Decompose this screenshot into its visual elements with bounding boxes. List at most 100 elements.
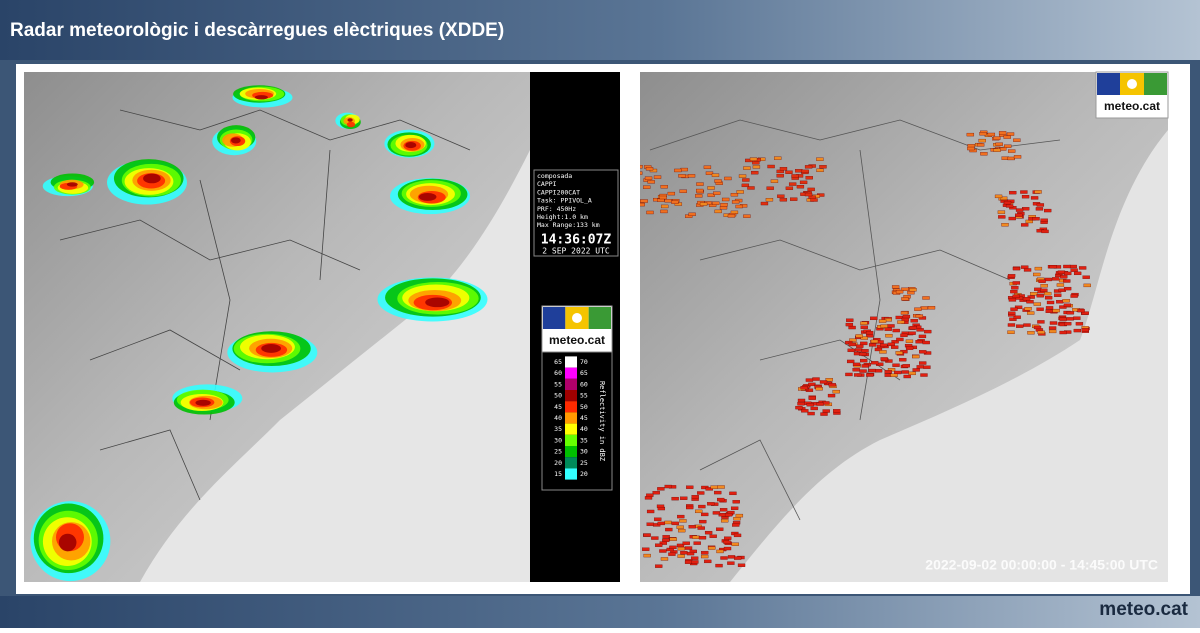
lightning-strike (1046, 300, 1055, 305)
legend-swatch (565, 401, 577, 413)
legend-low: 60 (554, 369, 562, 377)
lightning-strike (1049, 264, 1057, 269)
lightning-strike (705, 487, 713, 491)
lightning-strike (855, 334, 863, 338)
legend-swatch (565, 412, 577, 424)
lightning-strike (899, 358, 907, 362)
lightning-strike (998, 131, 1007, 135)
lightning-strike (743, 166, 751, 170)
lightning-strike (1008, 311, 1016, 315)
lightning-strike (1022, 297, 1031, 301)
lightning-strike (730, 506, 739, 510)
logo-blue (1097, 73, 1120, 95)
lightning-strike (695, 509, 703, 514)
lightning-strike (895, 351, 903, 355)
lightning-strike (655, 564, 663, 568)
lightning-strike (701, 551, 709, 555)
lightning-strike (680, 167, 688, 172)
lightning-strike (1020, 190, 1028, 194)
lightning-strike (654, 517, 662, 521)
lightning-strike (1044, 291, 1052, 296)
lightning-strike (916, 365, 924, 369)
lightning-strike (676, 525, 684, 529)
lightning-strike (680, 496, 688, 500)
lightning-strike (707, 186, 715, 190)
lightning-strike (751, 171, 759, 175)
lightning-strike (640, 171, 643, 175)
lightning-strike (1044, 296, 1053, 300)
legend-low: 65 (554, 358, 562, 366)
lightning-strike (717, 485, 725, 489)
lightning-strike (847, 348, 855, 353)
lightning-strike (1075, 322, 1084, 326)
lightning-strike (896, 337, 904, 342)
lightning-strike (1027, 331, 1035, 335)
lightning-strike (912, 354, 920, 359)
lightning-strike (731, 542, 739, 546)
lightning-strike (856, 344, 864, 348)
lightning-strike (723, 540, 731, 544)
lightning-strike (912, 368, 920, 372)
lightning-strike (716, 549, 724, 554)
lightning-strike (1063, 264, 1071, 269)
lightning-strike (733, 517, 741, 521)
lightning-strike (1048, 326, 1057, 330)
lightning-strike (703, 165, 712, 169)
lightning-strike (733, 556, 742, 560)
lightning-strike (879, 350, 887, 354)
lightning-strike (923, 365, 931, 369)
lightning-strike (699, 519, 707, 524)
lightning-strike (736, 190, 744, 194)
lightning-strike (712, 201, 720, 205)
lightning-strike (1013, 138, 1021, 142)
lightning-strike (743, 214, 751, 218)
lightning-strike (1040, 284, 1048, 288)
lightning-strike (999, 196, 1008, 200)
lightning-strike (659, 549, 667, 553)
lightning-strike (1022, 207, 1030, 211)
lightning-strike (1012, 266, 1021, 271)
lightning-strike (730, 193, 739, 197)
lightning-strike (884, 327, 892, 331)
lightning-strike (978, 138, 986, 143)
lightning-strike (797, 398, 806, 403)
lightning-strike (698, 504, 706, 509)
lightning-strike (643, 185, 651, 189)
lightning-strike (668, 552, 676, 556)
lightning-strike (664, 520, 672, 525)
lightning-strike (1044, 208, 1052, 213)
lightning-strike (1026, 311, 1035, 315)
lightning-strike (735, 204, 743, 209)
legend-high: 60 (580, 380, 588, 388)
lightning-strike (1073, 328, 1082, 333)
lightning-strike (682, 541, 690, 545)
lightning-strike (653, 175, 662, 179)
lightning-strike (719, 508, 728, 512)
lightning-strike (1003, 200, 1012, 205)
lightning-strike (967, 146, 975, 151)
lightning-strike (1012, 281, 1021, 285)
lightning-strike (716, 527, 724, 531)
lightning-strike (1052, 277, 1060, 281)
lightning-strike (662, 538, 670, 542)
lightning-strike (642, 547, 650, 551)
lightning-strike (1038, 279, 1046, 283)
lightning-strike (920, 373, 928, 377)
lightning-strike (816, 402, 824, 406)
lightning-strike (1006, 132, 1015, 136)
legend-low: 55 (554, 380, 562, 388)
lightning-strike (908, 371, 916, 376)
lightning-strike (880, 343, 888, 347)
lightning-strike (795, 169, 803, 173)
lightning-strike (861, 364, 869, 368)
lightning-strike (671, 200, 679, 204)
lightning-strike (1081, 311, 1089, 315)
lightning-strike (721, 519, 729, 523)
logo-sun (572, 313, 582, 323)
lightning-strike (860, 358, 868, 363)
lightning-strike (1037, 320, 1045, 324)
lightning-strike (1033, 272, 1041, 277)
radar-echo (418, 192, 437, 201)
logo-sun (1127, 79, 1137, 89)
lightning-strike (1035, 207, 1044, 211)
